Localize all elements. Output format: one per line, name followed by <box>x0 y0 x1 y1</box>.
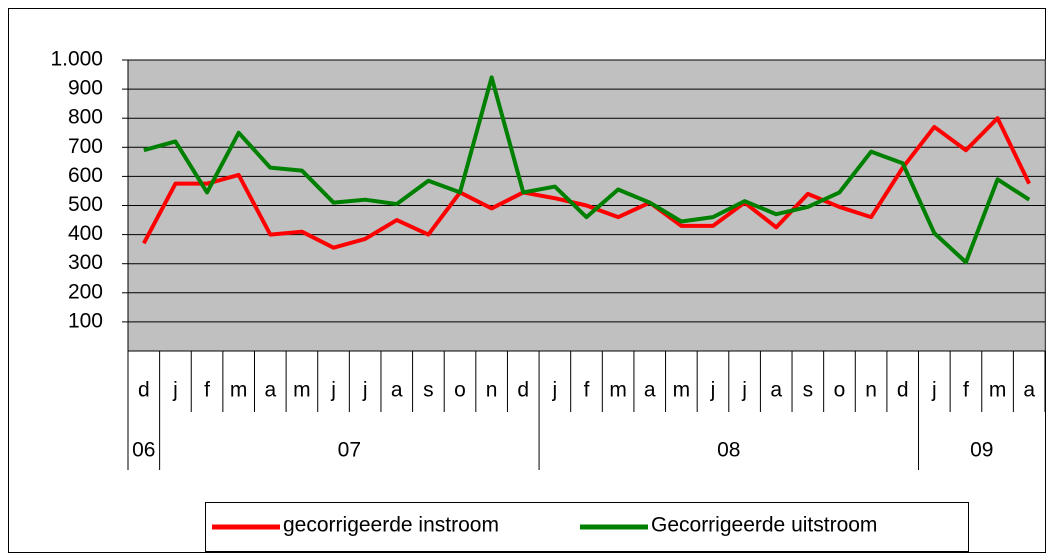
x-tick-label: m <box>230 379 248 402</box>
x-tick-label: o <box>454 379 466 402</box>
x-tick-label: a <box>770 379 782 402</box>
x-tick-label: n <box>486 379 498 402</box>
x-tick-label: m <box>989 379 1007 402</box>
legend-label: Gecorrigeerde uitstroom <box>651 514 877 537</box>
x-tick-label: d <box>517 379 529 402</box>
y-tick-label: 900 <box>68 77 103 100</box>
x-tick-label: m <box>673 379 691 402</box>
y-tick-label: 800 <box>68 106 103 129</box>
y-tick-label: 400 <box>68 222 103 245</box>
x-group-label: 07 <box>338 439 361 462</box>
x-tick-label: f <box>584 379 590 402</box>
x-tick-label: s <box>803 379 814 402</box>
x-tick-label: a <box>644 379 656 402</box>
x-tick-label: d <box>138 379 150 402</box>
x-tick-label: s <box>423 379 434 402</box>
x-tick-label: j <box>172 379 178 402</box>
x-tick-label: a <box>264 379 276 402</box>
x-tick-label: j <box>330 379 336 402</box>
y-tick-label: 1.000 <box>50 48 103 71</box>
x-tick-label: a <box>391 379 403 402</box>
x-tick-label: d <box>897 379 909 402</box>
x-tick-label: j <box>552 379 558 402</box>
x-group-label: 06 <box>132 439 155 462</box>
x-tick-label: a <box>1023 379 1035 402</box>
x-tick-label: j <box>741 379 747 402</box>
x-tick-label: j <box>931 379 937 402</box>
x-tick-label: o <box>834 379 846 402</box>
x-tick-label: f <box>204 379 210 402</box>
x-tick-label: f <box>963 379 969 402</box>
x-group-label: 09 <box>970 439 993 462</box>
x-tick-label: j <box>710 379 716 402</box>
y-tick-label: 300 <box>68 251 103 274</box>
y-tick-label: 500 <box>68 193 103 216</box>
x-tick-label: m <box>293 379 311 402</box>
x-group-label: 08 <box>717 439 740 462</box>
x-tick-label: m <box>609 379 627 402</box>
x-tick-label: n <box>865 379 877 402</box>
x-tick-label: j <box>362 379 368 402</box>
y-tick-label: 200 <box>68 280 103 303</box>
y-tick-label: 600 <box>68 164 103 187</box>
legend-label: gecorrigeerde instroom <box>283 514 499 537</box>
y-tick-label: 700 <box>68 135 103 158</box>
y-tick-label: 100 <box>68 309 103 332</box>
series-line <box>142 116 1031 250</box>
series-line <box>143 75 1031 265</box>
